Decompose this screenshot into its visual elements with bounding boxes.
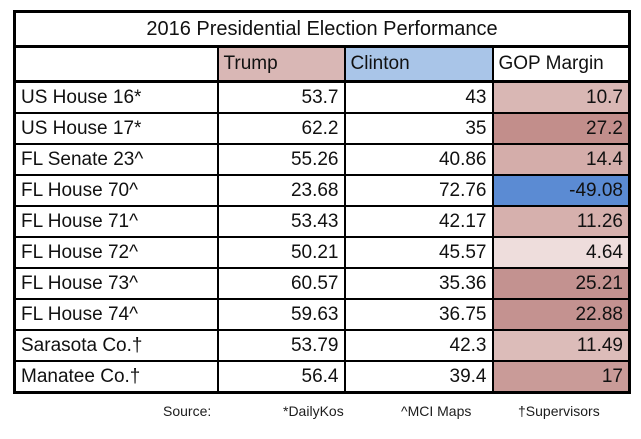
column-header-clinton: Clinton [343, 45, 494, 83]
trump-value: 56.4 [216, 360, 346, 394]
row-label: FL House 72^ [13, 236, 219, 269]
row-label: Manatee Co.† [13, 360, 219, 394]
table-row: FL House 72^ 50.21 45.57 4.64 [13, 236, 631, 269]
table-title: 2016 Presidential Election Performance [13, 10, 631, 48]
source-note-dailykos: *DailyKos [283, 403, 344, 419]
table-row: US House 16* 53.7 43 10.7 [13, 80, 631, 114]
table-row: Sarasota Co.† 53.79 42.3 11.49 [13, 329, 631, 362]
gop-margin-value: 14.4 [491, 143, 631, 176]
gop-margin-value: 17 [491, 360, 631, 394]
row-label: FL House 74^ [13, 298, 219, 331]
trump-value: 53.7 [216, 80, 346, 114]
table-row: US House 17* 62.2 35 27.2 [13, 112, 631, 145]
source-notes: Source: *DailyKos ^MCI Maps †Supervisors [0, 403, 641, 423]
row-label: FL Senate 23^ [13, 143, 219, 176]
clinton-value: 35 [343, 112, 494, 145]
clinton-value: 43 [343, 80, 494, 114]
trump-value: 62.2 [216, 112, 346, 145]
table-row: FL Senate 23^ 55.26 40.86 14.4 [13, 143, 631, 176]
column-header-gop-margin: GOP Margin [491, 45, 631, 83]
gop-margin-value: 25.21 [491, 267, 631, 300]
trump-value: 59.63 [216, 298, 346, 331]
row-label: US House 17* [13, 112, 219, 145]
gop-margin-value: 11.26 [491, 205, 631, 238]
clinton-value: 39.4 [343, 360, 494, 394]
source-note-supervisors: †Supervisors [518, 403, 600, 419]
clinton-value: 42.3 [343, 329, 494, 362]
clinton-value: 40.86 [343, 143, 494, 176]
clinton-value: 35.36 [343, 267, 494, 300]
row-label: US House 16* [13, 80, 219, 114]
clinton-value: 36.75 [343, 298, 494, 331]
column-header-blank [13, 45, 219, 83]
clinton-value: 42.17 [343, 205, 494, 238]
gop-margin-value: 27.2 [491, 112, 631, 145]
table-row: Manatee Co.† 56.4 39.4 17 [13, 360, 631, 394]
table-row: FL House 70^ 23.68 72.76 -49.08 [13, 174, 631, 207]
trump-value: 53.43 [216, 205, 346, 238]
gop-margin-value: -49.08 [491, 174, 631, 207]
row-label: FL House 73^ [13, 267, 219, 300]
trump-value: 50.21 [216, 236, 346, 269]
table-title-row: 2016 Presidential Election Performance [13, 10, 631, 48]
gop-margin-value: 10.7 [491, 80, 631, 114]
gop-margin-value: 22.88 [491, 298, 631, 331]
table-header-row: Trump Clinton GOP Margin [13, 45, 631, 83]
clinton-value: 45.57 [343, 236, 494, 269]
trump-value: 55.26 [216, 143, 346, 176]
table-row: FL House 73^ 60.57 35.36 25.21 [13, 267, 631, 300]
source-label: Source: [163, 403, 212, 419]
row-label: FL House 70^ [13, 174, 219, 207]
table-row: FL House 71^ 53.43 42.17 11.26 [13, 205, 631, 238]
row-label: FL House 71^ [13, 205, 219, 238]
clinton-value: 72.76 [343, 174, 494, 207]
gop-margin-value: 4.64 [491, 236, 631, 269]
row-label: Sarasota Co.† [13, 329, 219, 362]
trump-value: 53.79 [216, 329, 346, 362]
election-performance-table: 2016 Presidential Election Performance T… [13, 10, 631, 394]
trump-value: 60.57 [216, 267, 346, 300]
gop-margin-value: 11.49 [491, 329, 631, 362]
table-row: FL House 74^ 59.63 36.75 22.88 [13, 298, 631, 331]
source-note-mci-maps: ^MCI Maps [401, 403, 472, 419]
column-header-trump: Trump [216, 45, 346, 83]
trump-value: 23.68 [216, 174, 346, 207]
